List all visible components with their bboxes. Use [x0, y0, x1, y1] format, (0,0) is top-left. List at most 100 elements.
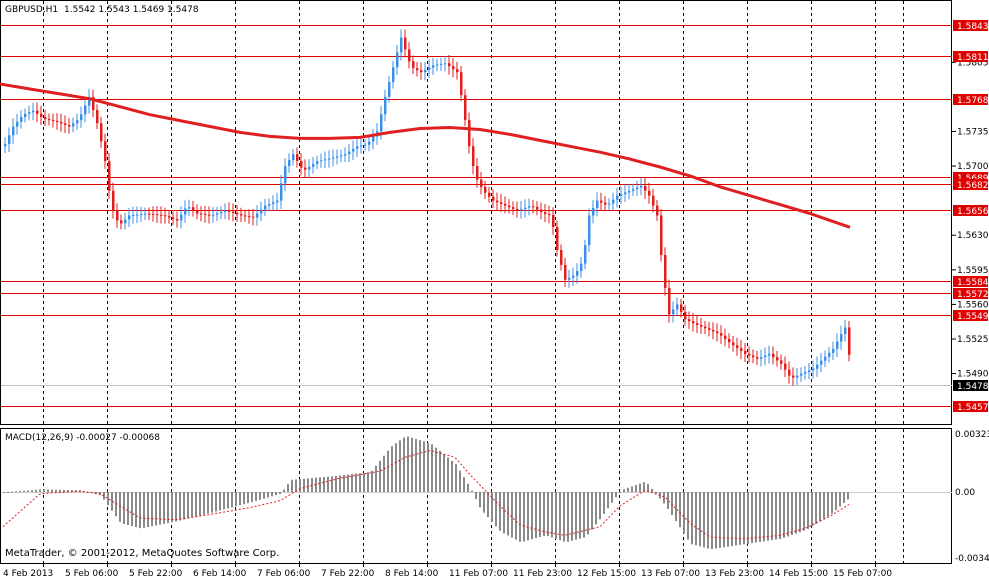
candle-body	[200, 213, 203, 215]
candle-body	[248, 216, 251, 218]
time-label: 7 Feb 22:00	[321, 569, 375, 579]
moving-average	[0, 82, 851, 229]
macd-bar	[303, 478, 305, 492]
macd-bar	[335, 475, 337, 492]
macd-bar	[795, 492, 797, 534]
candle-body	[756, 357, 759, 359]
price-tick-label: 1.5805	[957, 58, 989, 68]
candle-body	[8, 135, 11, 145]
candle-body	[344, 154, 347, 156]
candle-body	[192, 207, 195, 211]
macd-bar	[503, 492, 505, 534]
candle-body	[680, 304, 683, 312]
candle-body	[284, 166, 287, 184]
candle-body	[256, 213, 259, 218]
candle-body	[364, 144, 367, 146]
macd-bar	[603, 492, 605, 514]
time-label: 14 Feb 15:00	[769, 569, 828, 579]
macd-bar	[703, 492, 705, 548]
candle-body	[96, 110, 99, 124]
candle-body	[444, 63, 447, 65]
candle-body	[164, 215, 167, 217]
macd-bar	[599, 492, 601, 520]
candle-body	[648, 190, 651, 196]
candle-body	[580, 263, 583, 272]
macd-bar	[143, 492, 145, 528]
macd-bar	[663, 492, 665, 504]
candle-body	[836, 341, 839, 349]
macd-bar	[651, 488, 653, 492]
macd-bar	[839, 492, 841, 507]
time-label: 8 Feb 14:00	[385, 569, 439, 579]
macd-bar	[543, 492, 545, 536]
price-tick-label: 1.5490	[957, 370, 989, 380]
time-label: 13 Feb 23:00	[705, 569, 764, 579]
candle-body	[116, 210, 119, 221]
macd-bar	[299, 479, 301, 492]
candle-body	[508, 205, 511, 208]
macd-bar	[731, 492, 733, 547]
macd-bar	[647, 484, 649, 492]
macd-bar	[791, 492, 793, 535]
macd-bar	[551, 492, 553, 538]
macd-bar	[223, 492, 225, 510]
macd-bar	[267, 492, 269, 498]
macd-bar	[723, 492, 725, 548]
candle-body	[416, 68, 419, 71]
candle-body	[324, 159, 327, 161]
macd-bar	[359, 473, 361, 492]
macd-bar	[747, 492, 749, 544]
macd-bar	[655, 492, 657, 494]
candle-body	[568, 277, 571, 280]
candle-body	[792, 375, 795, 378]
macd-bar	[539, 492, 541, 538]
macd-bar	[183, 492, 185, 520]
candle-body	[100, 123, 103, 142]
macd-bar	[627, 487, 629, 492]
macd-bar	[55, 489, 57, 492]
candle-body	[384, 96, 387, 115]
candle-body	[464, 95, 467, 120]
candle-body	[420, 70, 423, 73]
candle-body	[636, 187, 639, 190]
macd-bar	[623, 489, 625, 492]
price-level-label: 1.5457	[957, 403, 989, 413]
candle-body	[624, 192, 627, 195]
candle-body	[120, 220, 123, 224]
macd-bar	[443, 454, 445, 492]
macd-bar	[215, 492, 217, 512]
price-level-label: 1.5811	[957, 53, 989, 63]
candle-body	[392, 67, 395, 83]
candle-body	[516, 208, 519, 211]
macd-bar	[559, 492, 561, 541]
candle-body	[616, 195, 619, 200]
macd-bar	[151, 492, 153, 527]
candle-body	[640, 185, 643, 188]
candle-body	[684, 311, 687, 320]
candle-body	[784, 363, 787, 370]
macd-bar	[691, 492, 693, 545]
candle-body	[272, 202, 275, 204]
candle-body	[676, 304, 679, 310]
macd-bar	[683, 492, 685, 534]
price-tick-label: 1.5595	[957, 266, 989, 276]
macd-bar	[387, 450, 389, 492]
candle-body	[752, 355, 755, 358]
candle-body	[804, 371, 807, 374]
candle-body	[524, 207, 527, 210]
macd-bar	[615, 492, 617, 498]
candle-body	[460, 72, 463, 96]
macd-bar	[611, 492, 613, 503]
price-axis: 1.58051.57351.57001.56301.55951.55601.55…	[952, 20, 989, 413]
moving-average-line	[0, 82, 851, 229]
copyright-watermark: MetaTrader, © 2001-2012, MetaQuotes Soft…	[5, 548, 279, 559]
macd-bar	[283, 489, 285, 492]
candle-body	[740, 348, 743, 352]
candle-body	[576, 271, 579, 276]
macd-bar	[755, 492, 757, 543]
candle-body	[264, 205, 267, 210]
macd-bar	[495, 492, 497, 527]
candle-body	[268, 203, 271, 206]
